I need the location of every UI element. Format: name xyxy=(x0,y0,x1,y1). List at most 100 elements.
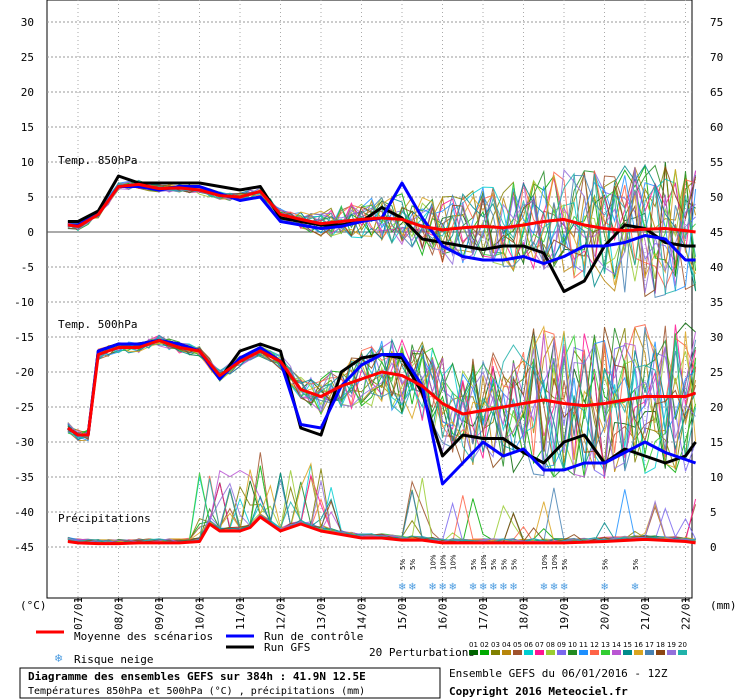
perturbation-swatch xyxy=(469,650,478,655)
perturbation-precip-line xyxy=(67,472,696,544)
right-tick-label: 5 xyxy=(710,506,717,519)
x-tick-label: 17/01 xyxy=(477,597,490,630)
snowflake-icon: ❄ xyxy=(550,582,558,593)
snow-risk-pct: 5% xyxy=(602,559,610,570)
perturbation-precip-line xyxy=(67,462,696,544)
left-tick-label: -45 xyxy=(14,541,34,554)
perturbation-precip-line xyxy=(67,470,696,544)
run-label: Ensemble GEFS du 06/01/2016 - 12Z xyxy=(449,667,668,680)
x-axis: 07/01 08/01 09/01 10/01 11/01 12/01 13/01 14/01… xyxy=(72,597,693,630)
perturbation-id-label: 16 xyxy=(634,641,643,649)
x-tick-label: 16/01 xyxy=(437,597,450,630)
snowflake-icon: ❄ xyxy=(560,582,568,593)
left-tick-label: -35 xyxy=(14,471,34,484)
snow-risk-markers: 5% ❄ 5% ❄ 10% ❄ 10% ❄ 10% ❄ 5% ❄ 10% ❄ 5% ❄ 5% ❄ 5% ❄ 10% ❄ 10… xyxy=(398,554,640,593)
snowflake-icon: ❄ xyxy=(509,582,517,593)
title-box: Diagramme des ensembles GEFS sur 384h : … xyxy=(19,667,441,699)
perturbation-id-label: 10 xyxy=(568,641,577,649)
snow-risk-pct: 5% xyxy=(561,559,569,570)
left-unit-label: (°C) xyxy=(20,599,47,612)
left-tick-label: -10 xyxy=(14,296,34,309)
perturbation-precip-line xyxy=(67,473,697,544)
perturbation-swatch xyxy=(623,650,632,655)
perturbation-precip-line xyxy=(67,465,696,544)
snowflake-icon: ❄ xyxy=(489,582,497,593)
perturbation-id-label: 09 xyxy=(557,641,566,649)
right-tick-label: 70 xyxy=(710,51,723,64)
main-series-lines xyxy=(67,174,697,546)
x-tick-label: 19/01 xyxy=(558,597,571,630)
perturbation-swatch xyxy=(667,650,676,655)
x-tick-label: 22/01 xyxy=(680,597,693,630)
legend-control-label: Run de contrôle xyxy=(264,630,363,643)
plot-frame xyxy=(46,0,693,599)
snow-risk-pct: 10% xyxy=(480,554,488,570)
snow-risk-pct: 5% xyxy=(470,559,478,570)
perturbation-swatch xyxy=(557,650,566,655)
snowflake-icon: ❄ xyxy=(398,582,406,593)
right-tick-label: 0 xyxy=(710,541,717,554)
left-tick-label: 5 xyxy=(27,191,34,204)
left-tick-label: 10 xyxy=(21,156,34,169)
perturbation-precip-line xyxy=(67,466,696,544)
perturbation-id-label: 19 xyxy=(667,641,676,649)
snow-flake-icon: ❄ xyxy=(54,652,63,665)
perturbation-precip-line xyxy=(67,475,696,544)
perturbation-precip-line xyxy=(67,487,697,544)
snowflake-icon: ❄ xyxy=(499,582,507,593)
perturbation-swatch xyxy=(579,650,588,655)
right-tick-label: 35 xyxy=(710,296,723,309)
perturbation-id-label: 15 xyxy=(623,641,632,649)
snow-risk-pct: 10% xyxy=(440,554,448,570)
x-tick-label: 13/01 xyxy=(315,597,328,630)
snow-risk-pct: 5% xyxy=(510,559,518,570)
mean-precip-line xyxy=(67,515,696,546)
right-tick-label: 40 xyxy=(710,261,723,274)
perturbation-swatch xyxy=(480,650,489,655)
left-tick-label: -25 xyxy=(14,401,34,414)
perturbation-swatch xyxy=(546,650,555,655)
panel-label-t850: Temp. 850hPa xyxy=(58,154,137,167)
left-tick-label: 15 xyxy=(21,121,34,134)
perturbation-t850-line xyxy=(67,168,697,286)
perturbation-id-label: 07 xyxy=(535,641,544,649)
perturbation-precip-line xyxy=(67,476,696,544)
legend-snow-label: Risque neige xyxy=(74,653,153,666)
x-tick-label: 15/01 xyxy=(396,597,409,630)
legend-gfs-label: Run GFS xyxy=(264,641,310,654)
snowflake-icon: ❄ xyxy=(439,582,447,593)
snow-risk-pct: 10% xyxy=(541,554,549,570)
x-tick-label: 20/01 xyxy=(599,597,612,630)
mean-t850-line xyxy=(67,182,696,234)
perturbation-id-label: 08 xyxy=(546,641,555,649)
snow-risk-pct: 5% xyxy=(409,559,417,570)
gfs-t850-line xyxy=(67,174,696,293)
x-tick-label: 07/01 xyxy=(72,597,85,630)
x-tick-label: 11/01 xyxy=(234,597,247,630)
perturbation-id-label: 12 xyxy=(590,641,599,649)
right-tick-label: 45 xyxy=(710,226,723,239)
perturbation-id-label: 18 xyxy=(656,641,665,649)
right-tick-label: 25 xyxy=(710,366,723,379)
title-box-frame xyxy=(19,667,441,699)
perturbation-id-label: 13 xyxy=(601,641,610,649)
perturbation-id-label: 05 xyxy=(513,641,522,649)
control-t500-line xyxy=(67,339,697,486)
snowflake-icon: ❄ xyxy=(449,582,457,593)
perturbation-precip-line xyxy=(67,468,696,544)
perturbation-id-label: 01 xyxy=(469,641,478,649)
perturbation-swatch xyxy=(656,650,665,655)
panel-label-precip: Précipitations xyxy=(58,512,151,525)
legend: Moyenne des scénarios Run de contrôle Ru… xyxy=(36,630,687,666)
left-tick-label: 25 xyxy=(21,51,34,64)
chart-subtitle: Températures 850hPa et 500hPa (°C) , pré… xyxy=(28,685,365,697)
panel-label-t500: Temp. 500hPa xyxy=(58,318,137,331)
perturbation-swatch xyxy=(502,650,511,655)
right-tick-label: 50 xyxy=(710,191,723,204)
perturbation-id-label: 02 xyxy=(480,641,489,649)
x-tick-label: 09/01 xyxy=(153,597,166,630)
snowflake-icon: ❄ xyxy=(428,582,436,593)
perturbation-id-label: 06 xyxy=(524,641,533,649)
x-tick-label: 21/01 xyxy=(639,597,652,630)
snow-risk-pct: 10% xyxy=(551,554,559,570)
